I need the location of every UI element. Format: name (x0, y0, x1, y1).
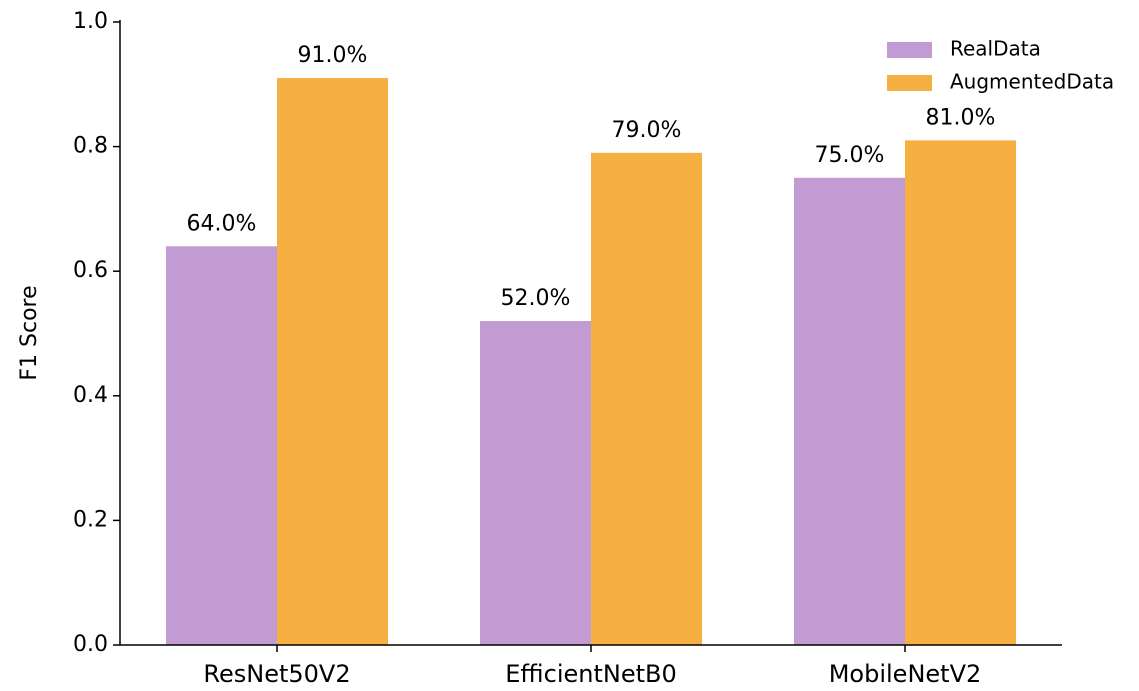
value-label: 81.0% (926, 105, 996, 130)
y-tick-label: 0.6 (73, 258, 108, 283)
value-label: 91.0% (298, 43, 368, 68)
bar (905, 140, 1016, 645)
bar (277, 78, 388, 645)
x-tick-label: EfficientNetB0 (505, 660, 676, 688)
x-tick-label: ResNet50V2 (203, 660, 350, 688)
value-label: 75.0% (815, 143, 885, 168)
y-tick-label: 0.8 (73, 134, 108, 159)
y-tick-label: 0.0 (73, 632, 108, 657)
y-tick-label: 1.0 (73, 9, 108, 34)
bar (591, 152, 702, 645)
value-label: 52.0% (501, 286, 571, 311)
bar (166, 246, 277, 645)
y-tick-label: 0.2 (73, 507, 108, 532)
value-label: 64.0% (187, 211, 257, 236)
legend-swatch (887, 42, 932, 58)
legend-label: RealData (950, 37, 1041, 61)
legend-label: AugmentedData (950, 70, 1114, 94)
bar (794, 177, 905, 645)
y-tick-label: 0.4 (73, 383, 108, 408)
bar (480, 321, 591, 645)
y-axis-label: F1 Score (17, 285, 42, 380)
value-label: 79.0% (612, 118, 682, 143)
legend-swatch (887, 75, 932, 91)
x-tick-label: MobileNetV2 (829, 660, 982, 688)
